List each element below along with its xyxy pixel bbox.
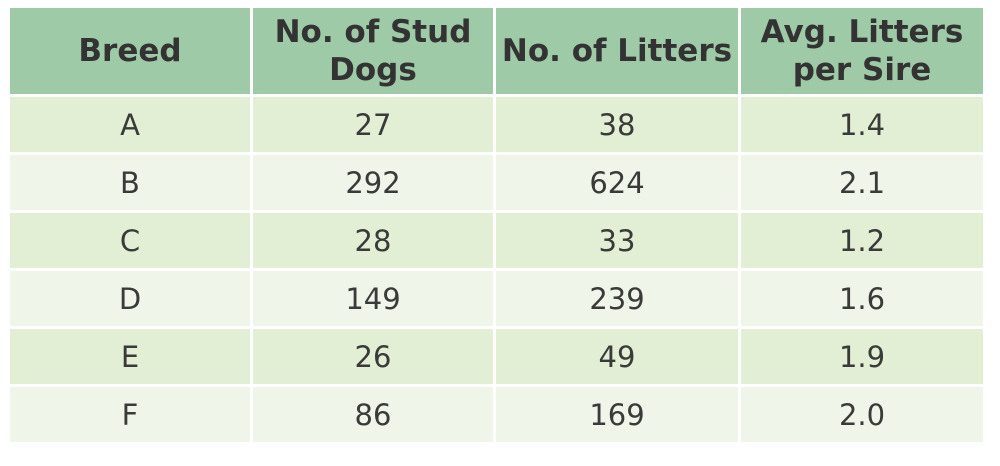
header-breed: Breed [10,8,250,94]
header-stud-dogs: No. of Stud Dogs [253,8,493,94]
cell-stud-dogs: 27 [253,97,493,152]
table-row: B 292 624 2.1 [10,155,983,210]
cell-litters: 33 [496,213,738,268]
table-row: D 149 239 1.6 [10,271,983,326]
cell-litters: 49 [496,329,738,384]
header-avg-litters: Avg. Litters per Sire [741,8,983,94]
cell-litters: 624 [496,155,738,210]
data-table-container: Breed No. of Stud Dogs No. of Litters Av… [7,5,986,445]
cell-litters: 169 [496,387,738,442]
cell-avg-litters: 1.6 [741,271,983,326]
cell-stud-dogs: 292 [253,155,493,210]
cell-avg-litters: 1.4 [741,97,983,152]
cell-stud-dogs: 28 [253,213,493,268]
table-row: F 86 169 2.0 [10,387,983,442]
cell-avg-litters: 1.9 [741,329,983,384]
cell-breed: D [10,271,250,326]
cell-breed: F [10,387,250,442]
cell-litters: 38 [496,97,738,152]
cell-avg-litters: 2.0 [741,387,983,442]
table-row: E 26 49 1.9 [10,329,983,384]
cell-stud-dogs: 26 [253,329,493,384]
cell-breed: E [10,329,250,384]
cell-breed: B [10,155,250,210]
cell-breed: C [10,213,250,268]
header-litters: No. of Litters [496,8,738,94]
cell-stud-dogs: 86 [253,387,493,442]
cell-breed: A [10,97,250,152]
table-row: A 27 38 1.4 [10,97,983,152]
table-body: A 27 38 1.4 B 292 624 2.1 C 28 33 1.2 D 149 239 1.6 E 26 4… [10,97,983,442]
table-row: C 28 33 1.2 [10,213,983,268]
data-table: Breed No. of Stud Dogs No. of Litters Av… [7,5,986,445]
cell-litters: 239 [496,271,738,326]
cell-stud-dogs: 149 [253,271,493,326]
cell-avg-litters: 1.2 [741,213,983,268]
header-row: Breed No. of Stud Dogs No. of Litters Av… [10,8,983,94]
cell-avg-litters: 2.1 [741,155,983,210]
